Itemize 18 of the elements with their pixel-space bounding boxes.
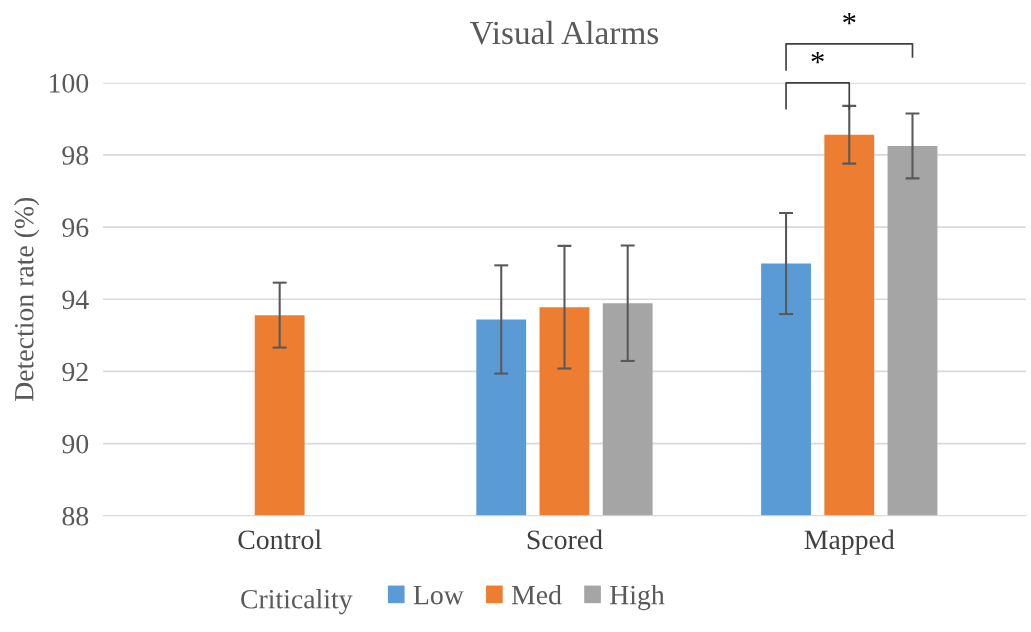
x-tick-label: Control bbox=[238, 529, 322, 550]
y-tick-label: 90 bbox=[62, 434, 89, 454]
legend-label: Med bbox=[511, 584, 562, 605]
x-tick-label: Scored bbox=[527, 529, 603, 550]
x-tick-label: Mapped bbox=[804, 529, 895, 555]
legend-label: Low bbox=[413, 585, 464, 605]
y-tick-label: 88 bbox=[62, 506, 89, 526]
y-axis-title: Detection rate (%) bbox=[14, 197, 40, 402]
text: * bbox=[843, 12, 856, 25]
y-tick-label: 96 bbox=[62, 218, 89, 238]
legend-label: High bbox=[609, 584, 665, 611]
y-tick-label: 92 bbox=[62, 362, 88, 382]
text: * bbox=[811, 51, 824, 64]
legend-title: Criticality bbox=[241, 589, 353, 615]
chart-title: Visual Alarms bbox=[470, 20, 659, 45]
y-tick-label: 98 bbox=[62, 146, 89, 165]
y-tick-label: 94 bbox=[62, 290, 89, 310]
y-tick-label: 100 bbox=[49, 73, 89, 93]
